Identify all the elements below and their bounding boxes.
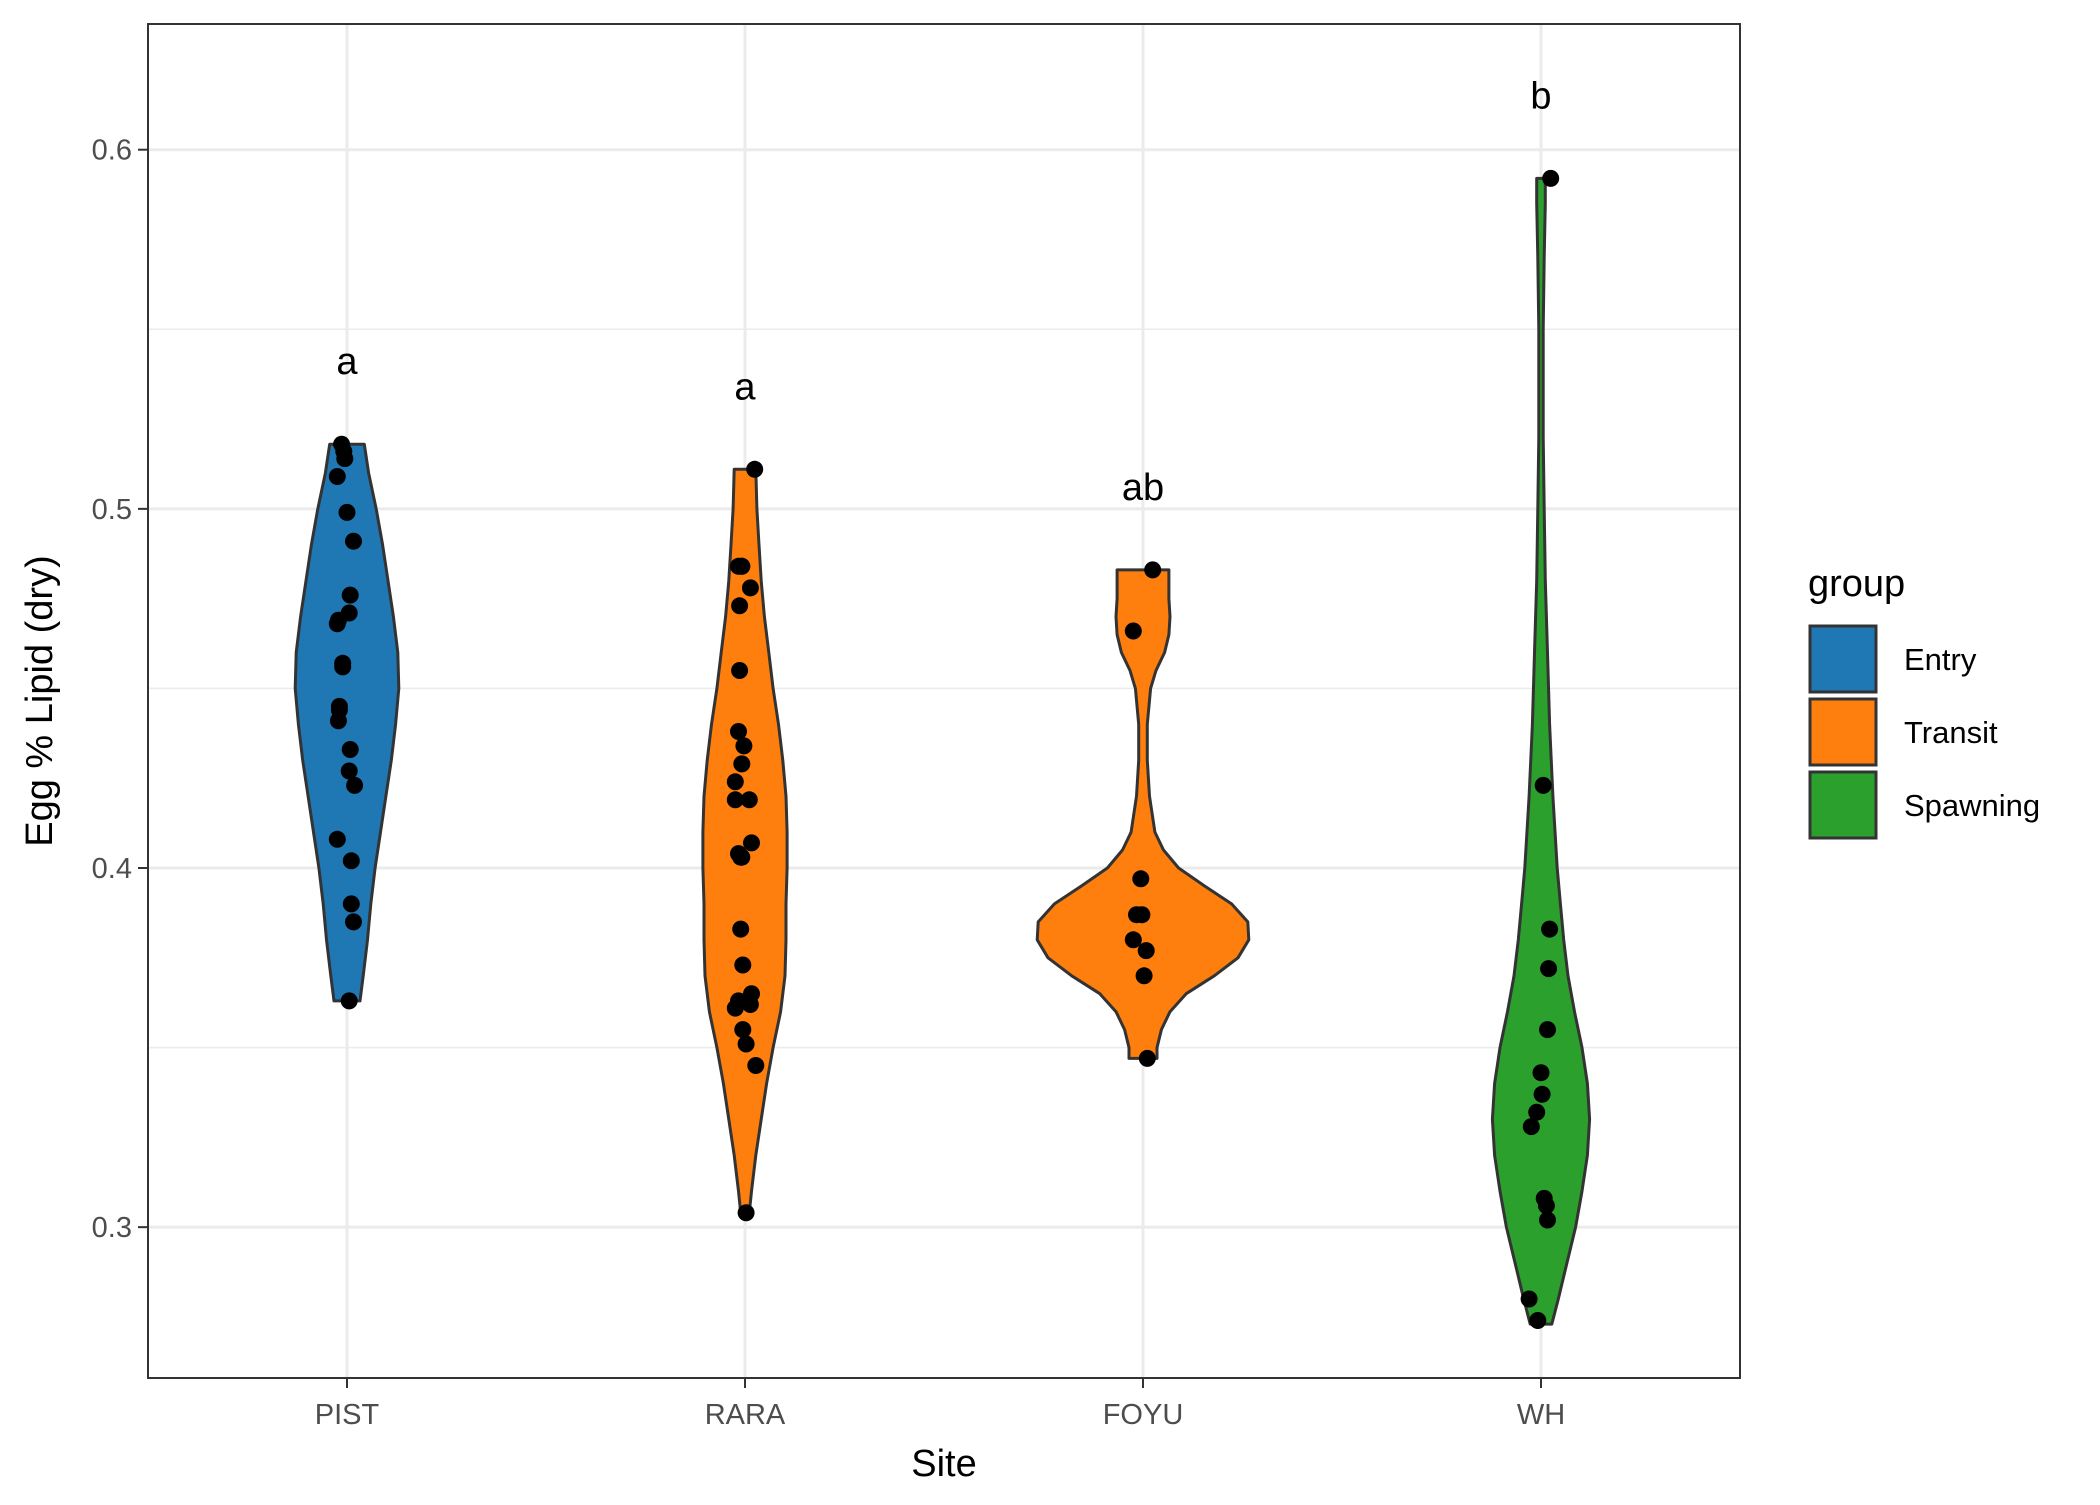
data-point <box>341 586 359 604</box>
data-point <box>734 956 752 974</box>
data-point <box>1532 1064 1550 1082</box>
data-point <box>1137 942 1155 960</box>
data-point <box>346 776 364 794</box>
data-point <box>731 597 749 615</box>
data-point <box>328 468 346 485</box>
data-point <box>730 723 747 740</box>
data-point <box>341 741 359 758</box>
data-point <box>746 460 764 478</box>
data-point <box>1540 960 1558 978</box>
legend: group Entry Transit Spawning <box>1808 563 2040 840</box>
data-point <box>334 658 352 676</box>
data-point <box>1537 1197 1555 1215</box>
data-point <box>740 791 758 809</box>
data-point <box>741 579 759 597</box>
legend-key-spawning <box>1808 770 1878 840</box>
data-point <box>747 1057 765 1074</box>
data-point <box>338 503 356 521</box>
data-point <box>1529 1312 1547 1329</box>
violins <box>293 176 1592 1326</box>
legend-key-transit <box>1808 697 1878 767</box>
data-point <box>726 773 744 791</box>
letter-foyu: ab <box>1122 467 1164 509</box>
y-tick-label: 0.4 <box>92 853 132 885</box>
data-point <box>1541 920 1559 938</box>
data-point <box>1132 870 1150 888</box>
letter-rara: a <box>734 366 756 408</box>
x-tick-label: WH <box>1517 1399 1565 1431</box>
legend-label-entry: Entry <box>1904 642 1977 677</box>
letter-pist: a <box>336 341 358 383</box>
data-point <box>340 992 358 1010</box>
data-point <box>345 913 362 931</box>
data-point <box>1124 622 1142 640</box>
data-points <box>328 169 1560 1329</box>
y-axis-title: Egg % Lipid (dry) <box>19 555 61 846</box>
letter-wh: b <box>1530 75 1551 117</box>
data-point <box>1533 1085 1551 1103</box>
data-point <box>1520 1290 1538 1308</box>
data-point <box>1124 931 1142 949</box>
violin-wh <box>1490 176 1592 1326</box>
legend-label-spawning: Spawning <box>1904 788 2040 823</box>
data-point <box>1135 967 1153 985</box>
y-tick-label: 0.6 <box>92 135 132 167</box>
x-tick-label: FOYU <box>1103 1399 1184 1431</box>
data-point <box>342 852 360 870</box>
violin-pist <box>293 442 401 1003</box>
legend-key-entry <box>1808 624 1878 694</box>
data-point <box>329 712 347 730</box>
data-point <box>1542 169 1560 187</box>
axes: 0.3 0.4 0.5 0.6 PIST RARA FOYU WH <box>92 135 1565 1431</box>
data-point <box>1534 776 1552 794</box>
data-point <box>328 830 346 848</box>
data-point <box>726 791 744 809</box>
panel-border <box>147 23 1741 1379</box>
data-point <box>734 1021 752 1039</box>
data-point <box>733 848 751 866</box>
y-tick-label: 0.5 <box>92 494 132 526</box>
data-point <box>1144 561 1162 579</box>
data-point <box>328 615 346 633</box>
data-point <box>1522 1118 1540 1136</box>
data-point <box>1539 1211 1556 1229</box>
data-point <box>733 755 751 773</box>
data-point <box>743 834 760 852</box>
significance-letters: a a ab b <box>336 75 1551 508</box>
data-point <box>345 532 362 550</box>
legend-title: group <box>1808 563 1905 605</box>
data-point <box>1133 906 1151 924</box>
data-point <box>726 999 744 1017</box>
data-point <box>732 920 750 938</box>
x-tick-label: RARA <box>705 1399 786 1431</box>
data-point <box>1138 1049 1156 1067</box>
legend-label-transit: Transit <box>1904 715 1998 750</box>
data-point <box>733 557 751 575</box>
violin-foyu <box>1035 568 1251 1060</box>
x-tick-label: PIST <box>315 1399 380 1431</box>
data-point <box>1539 1021 1556 1039</box>
data-point <box>735 737 753 755</box>
x-axis-title: Site <box>911 1443 976 1485</box>
y-tick-label: 0.3 <box>92 1212 132 1244</box>
data-point <box>741 996 759 1013</box>
data-point <box>336 450 354 468</box>
data-point <box>1528 1103 1546 1121</box>
data-point <box>340 762 358 780</box>
data-point <box>731 662 749 679</box>
data-point <box>342 895 360 913</box>
data-point <box>737 1035 755 1053</box>
data-point <box>737 1204 755 1222</box>
